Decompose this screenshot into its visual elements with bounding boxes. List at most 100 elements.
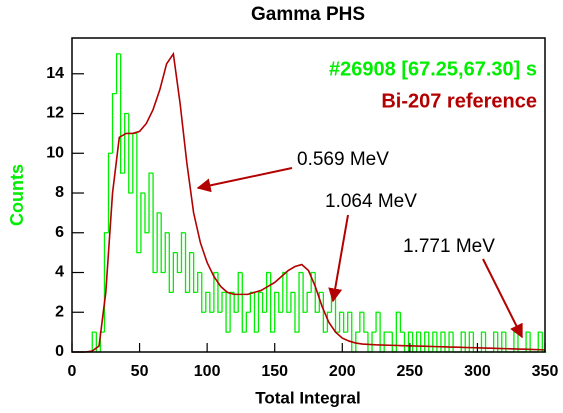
histogram-step [432,331,437,352]
arrow [482,258,523,339]
histogram-step [383,331,389,352]
x-tick-label: 350 [532,363,559,380]
histogram-step [492,331,498,352]
histogram-step [322,292,328,333]
histogram-step [192,252,198,294]
histogram-step [184,232,190,294]
histogram-step [440,331,445,352]
y-tick-label: 8 [55,184,64,201]
histogram-step [91,331,97,352]
histogram-step [375,311,381,333]
annotation: 1.064 MeV [325,191,417,212]
chart-title: Gamma PHS [251,4,365,25]
histogram-step [306,291,312,313]
y-tick-label: 10 [46,144,64,161]
histogram-step [115,53,121,94]
histogram-step [363,312,368,333]
y-tick-label: 4 [55,264,64,281]
histogram-step [241,272,247,333]
histogram-step [468,331,474,352]
histogram-step [217,272,223,313]
histogram-step [290,291,295,313]
arrow [328,214,349,303]
histogram-step [233,292,239,313]
histogram-step [124,112,129,174]
x-tick-label: 0 [68,363,77,380]
histogram-step [452,332,458,353]
histogram-step [176,252,182,274]
x-tick-label: 250 [397,363,424,380]
histogram-step [225,292,231,333]
x-tick-label: 150 [261,363,288,380]
legend-entry: #26908 [67.25,67.30] s [329,58,537,80]
reference-line [72,51,546,353]
histogram-step [213,271,218,313]
annotation: 1.771 MeV [403,236,495,257]
histogram-step [480,331,486,352]
histogram-step [120,53,125,174]
histogram-step [399,312,405,333]
histogram-step [205,291,210,313]
arrow [196,167,293,193]
histogram-step [537,331,543,352]
histogram-step [168,232,174,294]
histogram-step [472,332,478,353]
histogram-step [294,292,300,333]
histogram-step [448,331,454,352]
histogram-step [261,292,267,313]
histogram-step [148,172,154,233]
histogram-step [245,311,251,333]
histogram-step [326,311,332,333]
y-tick-label: 0 [55,343,64,360]
histogram-step [156,212,162,273]
histogram-step [237,271,243,313]
histogram-step [359,311,364,333]
histogram-step [209,292,214,313]
x-tick-label: 100 [194,363,221,380]
histogram-step [257,291,263,333]
histogram-step [136,133,141,254]
histogram-step [395,311,401,352]
histogram-step [338,311,344,333]
histogram-step [371,331,377,352]
histogram-step [180,232,186,273]
histogram-step [302,272,308,313]
histogram-step [107,152,113,233]
annotation: 0.569 MeV [297,149,389,170]
histogram-step [201,272,206,313]
histogram-step [144,193,150,234]
y-tick-label: 2 [55,303,64,320]
histogram-step [164,232,170,273]
plot-frame [71,37,546,353]
histogram-step [310,271,316,293]
histogram-step [274,291,279,333]
histogram-step [424,331,429,352]
x-tick-label: 300 [464,363,491,380]
y-tick-label: 6 [55,224,64,241]
x-tick-label: 200 [329,363,356,380]
x-axis-label: Total Integral [255,388,360,407]
histogram-step [484,332,490,353]
histogram-step [270,272,275,333]
histogram-step [342,312,348,333]
histogram-step [460,331,466,352]
histogram-step [111,92,117,154]
y-tick-label: 14 [46,65,64,82]
y-tick-label: 12 [46,105,64,122]
histogram-step [298,271,304,333]
x-tick-label: 50 [131,363,149,380]
histogram-step [525,331,531,352]
histogram-step [160,212,166,274]
legend-entry: Bi-207 reference [381,90,537,112]
y-axis-label: Counts [7,164,27,226]
histogram-step [347,311,352,333]
histogram-step [278,292,283,313]
histogram-step [355,331,360,352]
histogram-step [253,292,259,333]
histogram-step [197,271,202,293]
histogram-step [501,331,506,352]
plot-area [72,51,547,353]
histogram-step [188,251,194,293]
histogram-step [140,192,145,253]
